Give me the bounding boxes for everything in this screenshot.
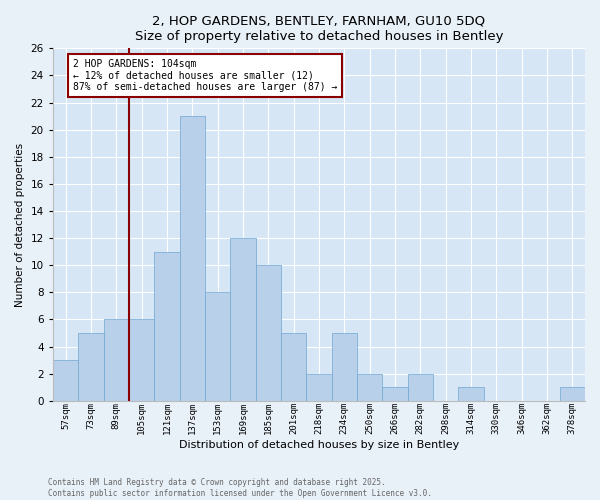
Bar bbox=[281, 333, 306, 401]
Bar bbox=[382, 387, 407, 401]
Text: Contains HM Land Registry data © Crown copyright and database right 2025.
Contai: Contains HM Land Registry data © Crown c… bbox=[48, 478, 432, 498]
X-axis label: Distribution of detached houses by size in Bentley: Distribution of detached houses by size … bbox=[179, 440, 459, 450]
Bar bbox=[306, 374, 332, 401]
Bar bbox=[407, 374, 433, 401]
Text: 2 HOP GARDENS: 104sqm
← 12% of detached houses are smaller (12)
87% of semi-deta: 2 HOP GARDENS: 104sqm ← 12% of detached … bbox=[73, 59, 337, 92]
Bar bbox=[154, 252, 179, 401]
Bar bbox=[332, 333, 357, 401]
Bar bbox=[53, 360, 78, 401]
Bar bbox=[230, 238, 256, 401]
Bar bbox=[205, 292, 230, 401]
Bar bbox=[78, 333, 104, 401]
Y-axis label: Number of detached properties: Number of detached properties bbox=[15, 142, 25, 306]
Bar bbox=[179, 116, 205, 401]
Bar bbox=[357, 374, 382, 401]
Title: 2, HOP GARDENS, BENTLEY, FARNHAM, GU10 5DQ
Size of property relative to detached: 2, HOP GARDENS, BENTLEY, FARNHAM, GU10 5… bbox=[134, 15, 503, 43]
Bar bbox=[104, 320, 129, 401]
Bar bbox=[256, 265, 281, 401]
Bar bbox=[458, 387, 484, 401]
Bar bbox=[560, 387, 585, 401]
Bar bbox=[129, 320, 154, 401]
